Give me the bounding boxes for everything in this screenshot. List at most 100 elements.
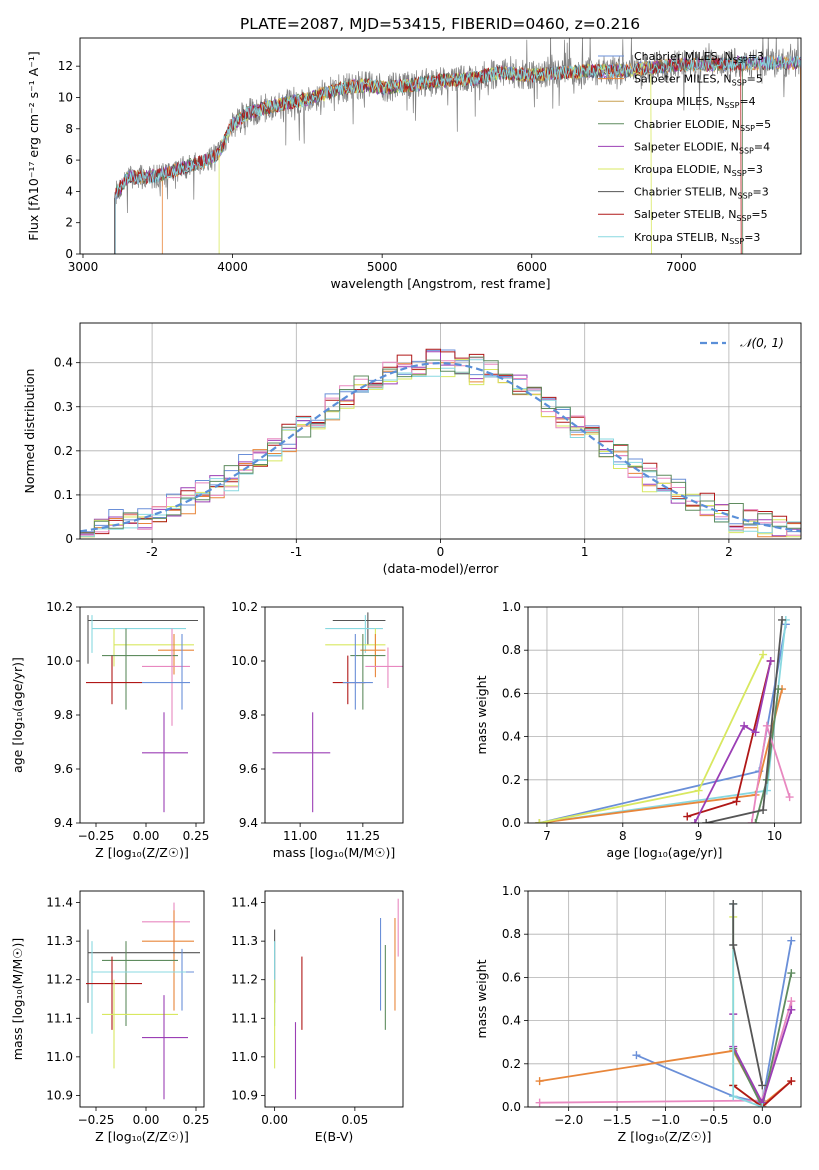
plot-area bbox=[535, 899, 796, 1107]
axes-frame bbox=[79, 322, 802, 540]
error-bar-point bbox=[91, 615, 186, 653]
y-tick-label: 9.4 bbox=[54, 816, 73, 830]
x-axis-label: age [log₁₀(age/yr)] bbox=[607, 845, 723, 860]
x-tick-label: 4000 bbox=[217, 260, 248, 274]
plot-area bbox=[80, 348, 801, 538]
x-tick-label: -1 bbox=[290, 545, 302, 559]
axes-frame bbox=[264, 606, 404, 824]
z-weight-plot: −2.0 −1.5 −1.0 −0.5 0.0 0.0 0.2 0.4 0.6 0.8 1.0 Z [… bbox=[474, 884, 802, 1144]
x-tick-label: −0.25 bbox=[78, 1113, 115, 1127]
weight-marker bbox=[535, 1098, 544, 1107]
x-tick-label: 10 bbox=[767, 829, 782, 843]
error-bar-point bbox=[142, 902, 190, 957]
weight-line bbox=[539, 688, 783, 823]
error-bar-point bbox=[158, 634, 194, 675]
error-bar-point bbox=[86, 655, 142, 705]
legend-entry: Chabrier ELODIE, NSSP=5 bbox=[634, 118, 771, 133]
y-axis-label: Normed distribution bbox=[22, 369, 37, 494]
error-bar-point bbox=[91, 941, 186, 1034]
residual-histogram bbox=[80, 356, 801, 534]
axes-frame bbox=[527, 890, 802, 1108]
x-axis-label: wavelength [Angstrom, rest frame] bbox=[330, 276, 550, 291]
error-bar-point bbox=[350, 634, 386, 710]
legend-entry: Kroupa MILES, NSSP=4 bbox=[634, 95, 756, 110]
legend-entry: Salpeter STELIB, NSSP=5 bbox=[634, 208, 768, 223]
x-tick-label: −1.0 bbox=[651, 1113, 680, 1127]
x-tick-label: 0.0 bbox=[753, 1113, 772, 1127]
weight-marker bbox=[762, 721, 771, 730]
weight-marker bbox=[787, 936, 796, 945]
figure-title: PLATE=2087, MJD=53415, FIBERID=0460, z=0… bbox=[240, 15, 640, 33]
weight-line bbox=[687, 660, 772, 818]
weight-marker bbox=[751, 728, 760, 737]
x-tick-label: −2.0 bbox=[554, 1113, 583, 1127]
y-tick-label: 8 bbox=[65, 122, 73, 136]
y-tick-label: 0 bbox=[65, 247, 73, 261]
weight-marker bbox=[632, 1051, 641, 1060]
y-tick-label: 10 bbox=[58, 90, 73, 104]
weight-line bbox=[693, 660, 772, 823]
weight-marker bbox=[787, 997, 796, 1006]
weight-marker bbox=[694, 786, 703, 795]
error-bar-point bbox=[142, 634, 190, 710]
y-tick-label: 0.8 bbox=[502, 927, 521, 941]
error-bar-point bbox=[142, 712, 188, 813]
y-axis-label: Flux [fλ10⁻¹⁷ erg cm⁻² s⁻¹ A⁻¹] bbox=[26, 51, 41, 240]
x-axis-label: Z [log₁₀(Z/Z☉)] bbox=[618, 1129, 712, 1144]
weight-marker bbox=[751, 819, 760, 823]
y-tick-label: 0.2 bbox=[502, 773, 521, 787]
y-tick-label: 0.4 bbox=[502, 730, 521, 744]
weight-line bbox=[539, 1000, 793, 1104]
weight-marker bbox=[729, 899, 738, 908]
y-tick-label: 1.0 bbox=[502, 600, 521, 614]
plot-area bbox=[535, 615, 794, 823]
y-tick-label: 11.3 bbox=[231, 934, 258, 948]
weight-marker bbox=[729, 941, 738, 949]
y-tick-label: 0.8 bbox=[502, 643, 521, 657]
y-tick-label: 0.3 bbox=[54, 400, 73, 414]
y-tick-label: 9.6 bbox=[54, 762, 73, 776]
x-tick-label: 0.25 bbox=[183, 829, 210, 843]
x-tick-label: 8 bbox=[619, 829, 627, 843]
x-tick-label: -2 bbox=[146, 545, 158, 559]
error-bar-point bbox=[87, 615, 198, 664]
y-tick-label: 9.8 bbox=[54, 708, 73, 722]
axes-frame bbox=[79, 37, 802, 255]
weight-line bbox=[732, 1080, 792, 1107]
residuals-histogram: -2 -1 0 1 2 0 0.1 0.2 0.3 0.4 (data-model)/error No… bbox=[22, 322, 802, 576]
x-tick-label: −0.25 bbox=[78, 829, 115, 843]
x-tick-label: 2 bbox=[725, 545, 733, 559]
y-tick-label: 4 bbox=[65, 184, 73, 198]
y-tick-label: 9.4 bbox=[239, 816, 258, 830]
y-axis-label: mass [log₁₀(M/M☉)] bbox=[10, 938, 25, 1060]
y-tick-label: 10.0 bbox=[46, 654, 73, 668]
x-tick-label: −0.5 bbox=[699, 1113, 728, 1127]
x-axis-label: Z [log₁₀(Z/Z☉)] bbox=[95, 1129, 189, 1144]
y-tick-label: 0.0 bbox=[502, 816, 521, 830]
x-tick-label: 0.00 bbox=[133, 829, 160, 843]
y-tick-label: 11.4 bbox=[231, 896, 258, 910]
x-tick-label: 3000 bbox=[68, 260, 99, 274]
error-bar-point bbox=[325, 615, 383, 653]
x-tick-label: 1 bbox=[581, 545, 589, 559]
x-tick-label: 6000 bbox=[516, 260, 547, 274]
error-bar-point bbox=[102, 628, 178, 710]
y-tick-label: 0.4 bbox=[54, 356, 73, 370]
error-bar-point bbox=[142, 628, 190, 726]
axes-frame bbox=[264, 890, 404, 1108]
weight-marker bbox=[778, 615, 787, 624]
legend-entry: Kroupa ELODIE, NSSP=3 bbox=[634, 163, 763, 178]
residual-histogram bbox=[80, 351, 801, 537]
y-tick-label: 10.2 bbox=[231, 600, 258, 614]
error-bar-point bbox=[332, 655, 366, 705]
y-tick-label: 0 bbox=[65, 532, 73, 546]
error-bar-point bbox=[102, 979, 178, 1069]
z-age-plot: −0.25 0.00 0.25 9.4 9.6 9.8 10.0 10.2 Z [log₁₀(Z… bbox=[10, 600, 209, 860]
y-tick-label: 11.1 bbox=[231, 1011, 258, 1025]
weight-marker bbox=[683, 812, 692, 821]
x-tick-label: 0.00 bbox=[133, 1113, 160, 1127]
y-tick-label: 2 bbox=[65, 216, 73, 230]
weight-marker bbox=[740, 721, 749, 730]
mass-age-plot: 11.00 11.25 9.4 9.6 9.8 10.0 10.2 mass [log₁₀(M… bbox=[231, 600, 404, 860]
x-tick-label: 7 bbox=[543, 829, 551, 843]
